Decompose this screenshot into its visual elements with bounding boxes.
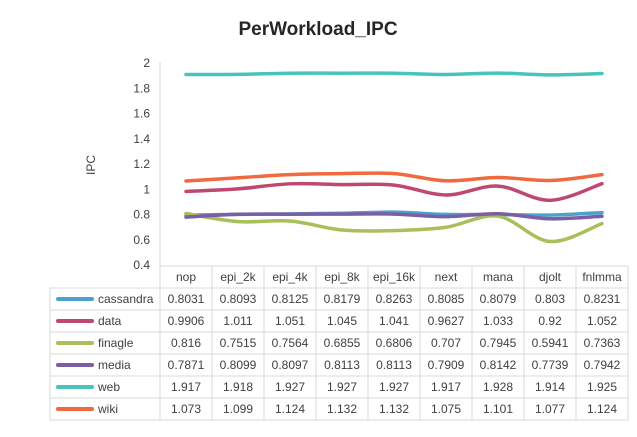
series-line (184, 211, 604, 244)
table-value: 1.928 (483, 380, 513, 394)
series-line (184, 211, 604, 221)
x-tick-label: epi_16k (373, 270, 416, 284)
table-value: 0.707 (431, 336, 461, 350)
y-tick-label: 0.6 (133, 233, 150, 247)
table-value: 0.8093 (220, 292, 257, 306)
table-value: 0.8099 (220, 358, 257, 372)
chart-title: PerWorkload_IPC (238, 19, 397, 40)
table-value: 0.7945 (480, 336, 517, 350)
table-value: 0.8142 (480, 358, 517, 372)
table-value: 1.927 (379, 380, 409, 394)
x-tick-label: fnlmma (582, 270, 622, 284)
table-value: 1.925 (587, 380, 617, 394)
x-tick-label: next (435, 270, 458, 284)
y-tick-label: 1 (143, 182, 150, 196)
x-tick-label: epi_4k (272, 270, 308, 284)
legend-label: data (98, 314, 122, 328)
y-tick-label: 1.4 (133, 132, 150, 146)
table-value: 1.099 (223, 402, 253, 416)
y-tick-label: 1.8 (133, 81, 150, 95)
table-value: 1.052 (587, 314, 617, 328)
y-tick-label: 0.4 (133, 258, 150, 272)
table-value: 1.927 (327, 380, 357, 394)
table-value: 0.8113 (324, 358, 360, 372)
series-line (184, 71, 604, 77)
table-value: 1.051 (275, 314, 305, 328)
x-tick-label: nop (176, 270, 196, 284)
x-tick-label: mana (483, 270, 513, 284)
x-tick-label: djolt (539, 270, 562, 284)
table-cell (575, 397, 629, 421)
legend-label: web (97, 380, 120, 394)
table-value: 1.927 (275, 380, 305, 394)
table-value: 1.132 (379, 402, 409, 416)
table-value: 1.124 (275, 402, 305, 416)
table-value: 0.92 (538, 314, 562, 328)
table-value: 1.917 (431, 380, 461, 394)
table-value: 0.8031 (168, 292, 205, 306)
table-value: 0.9627 (428, 314, 465, 328)
y-tick-label: 1.2 (133, 157, 150, 171)
table-value: 0.7739 (532, 358, 569, 372)
table-value: 0.7942 (584, 358, 621, 372)
table-value: 1.914 (535, 380, 565, 394)
legend-label: media (98, 358, 131, 372)
table-value: 0.8179 (324, 292, 361, 306)
series-line (184, 171, 604, 183)
table-value: 1.124 (587, 402, 617, 416)
table-value: 1.917 (171, 380, 201, 394)
y-tick-label: 2 (143, 56, 150, 70)
legend-label: cassandra (98, 292, 154, 306)
table-value: 1.033 (483, 314, 513, 328)
table-value: 0.816 (171, 336, 201, 350)
table-value: 0.7564 (272, 336, 309, 350)
table-value: 0.7363 (584, 336, 621, 350)
table-value: 0.7909 (428, 358, 465, 372)
table-value: 0.8263 (376, 292, 413, 306)
y-axis-label: IPC (84, 155, 98, 175)
table-value: 0.7515 (220, 336, 257, 350)
table-value: 0.5941 (532, 336, 569, 350)
table-value: 0.8079 (480, 292, 517, 306)
table-value: 0.8085 (428, 292, 465, 306)
table-value: 0.7871 (168, 358, 205, 372)
series-line (184, 181, 604, 203)
legend-label: finagle (98, 336, 134, 350)
table-value: 0.8125 (272, 292, 309, 306)
legend-label: wiki (97, 402, 118, 416)
table-value: 0.8097 (272, 358, 309, 372)
table-value: 0.8231 (584, 292, 621, 306)
x-tick-label: epi_8k (324, 270, 360, 284)
table-value: 0.9906 (168, 314, 205, 328)
table-value: 1.073 (171, 402, 201, 416)
table-value: 1.101 (483, 402, 513, 416)
x-tick-label: epi_2k (220, 270, 256, 284)
table-value: 1.077 (535, 402, 565, 416)
table-value: 1.075 (431, 402, 461, 416)
table-value: 1.918 (223, 380, 253, 394)
table-value: 1.041 (379, 314, 409, 328)
table-value: 1.132 (327, 402, 357, 416)
table-value: 0.803 (535, 292, 565, 306)
table-value: 0.8113 (376, 358, 412, 372)
table-value: 1.045 (327, 314, 357, 328)
table-value: 0.6806 (376, 336, 413, 350)
table-value: 1.011 (223, 314, 252, 328)
y-tick-label: 0.8 (133, 208, 150, 222)
table-value: 0.6855 (324, 336, 361, 350)
y-tick-label: 1.6 (133, 107, 150, 121)
